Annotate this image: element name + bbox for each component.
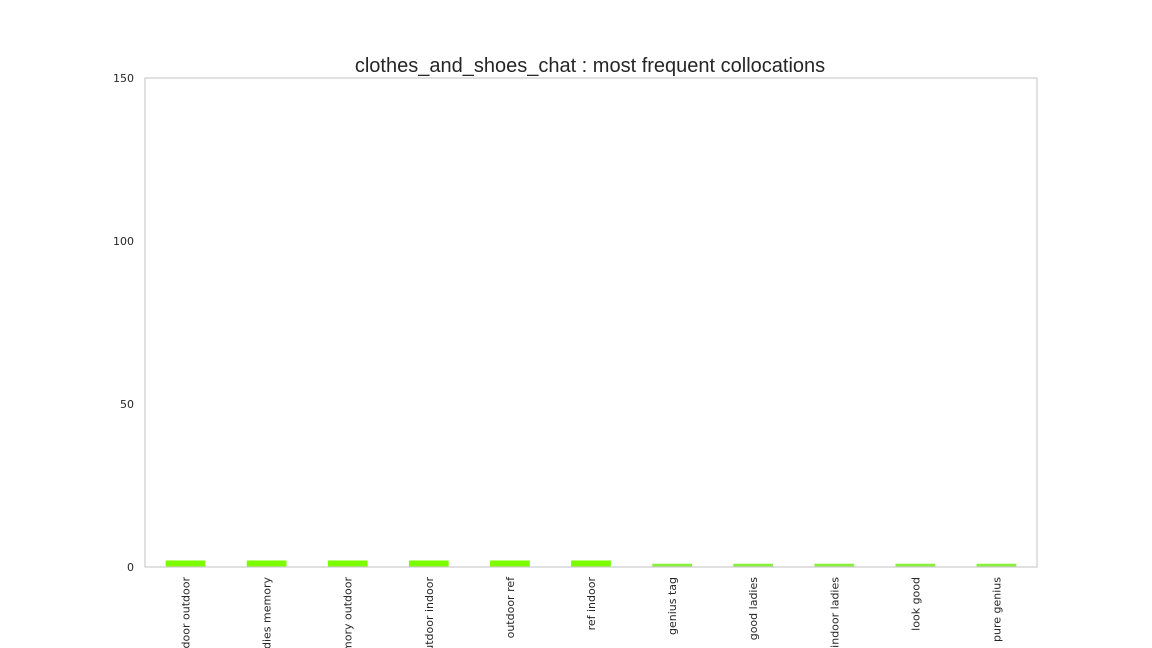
bar-8 bbox=[814, 563, 855, 567]
bar-4 bbox=[490, 560, 530, 567]
x-tick-label: indoor ladies bbox=[828, 577, 841, 648]
x-tick-label: memory outdoor bbox=[342, 577, 355, 648]
y-tick-label: 0 bbox=[127, 561, 134, 574]
bar-10 bbox=[976, 563, 1017, 567]
bar-9 bbox=[895, 563, 936, 567]
y-axis-ticks: 0 50 100 150 bbox=[113, 72, 134, 574]
bar-6 bbox=[652, 563, 692, 567]
x-tick-label: look good bbox=[909, 577, 922, 631]
bar-1 bbox=[246, 560, 287, 567]
x-tick-label: ref indoor bbox=[585, 577, 598, 631]
bar-5 bbox=[571, 560, 611, 567]
x-tick-label: outdoor ref bbox=[504, 576, 517, 639]
y-tick-label: 50 bbox=[120, 398, 134, 411]
x-tick-label: indoor outdoor bbox=[180, 577, 193, 648]
x-axis-ticks: indoor outdoor ladies memory memory outdoo… bbox=[180, 576, 1004, 648]
x-tick-label: good ladies bbox=[747, 577, 760, 641]
x-tick-label: genius tag bbox=[666, 577, 679, 635]
bars-group bbox=[165, 560, 1017, 567]
bar-7 bbox=[733, 563, 774, 567]
chart-title: clothes_and_shoes_chat : most frequent c… bbox=[355, 55, 825, 77]
y-tick-label: 150 bbox=[113, 72, 134, 85]
x-tick-label: outdoor indoor bbox=[423, 577, 436, 648]
bar-2 bbox=[327, 560, 368, 567]
bar-0 bbox=[165, 560, 206, 567]
bar-3 bbox=[408, 560, 449, 567]
y-tick-label: 100 bbox=[113, 235, 134, 248]
axes-frame bbox=[144, 77, 1038, 568]
x-tick-label: pure genius bbox=[990, 577, 1003, 642]
x-tick-label: ladies memory bbox=[261, 577, 274, 648]
